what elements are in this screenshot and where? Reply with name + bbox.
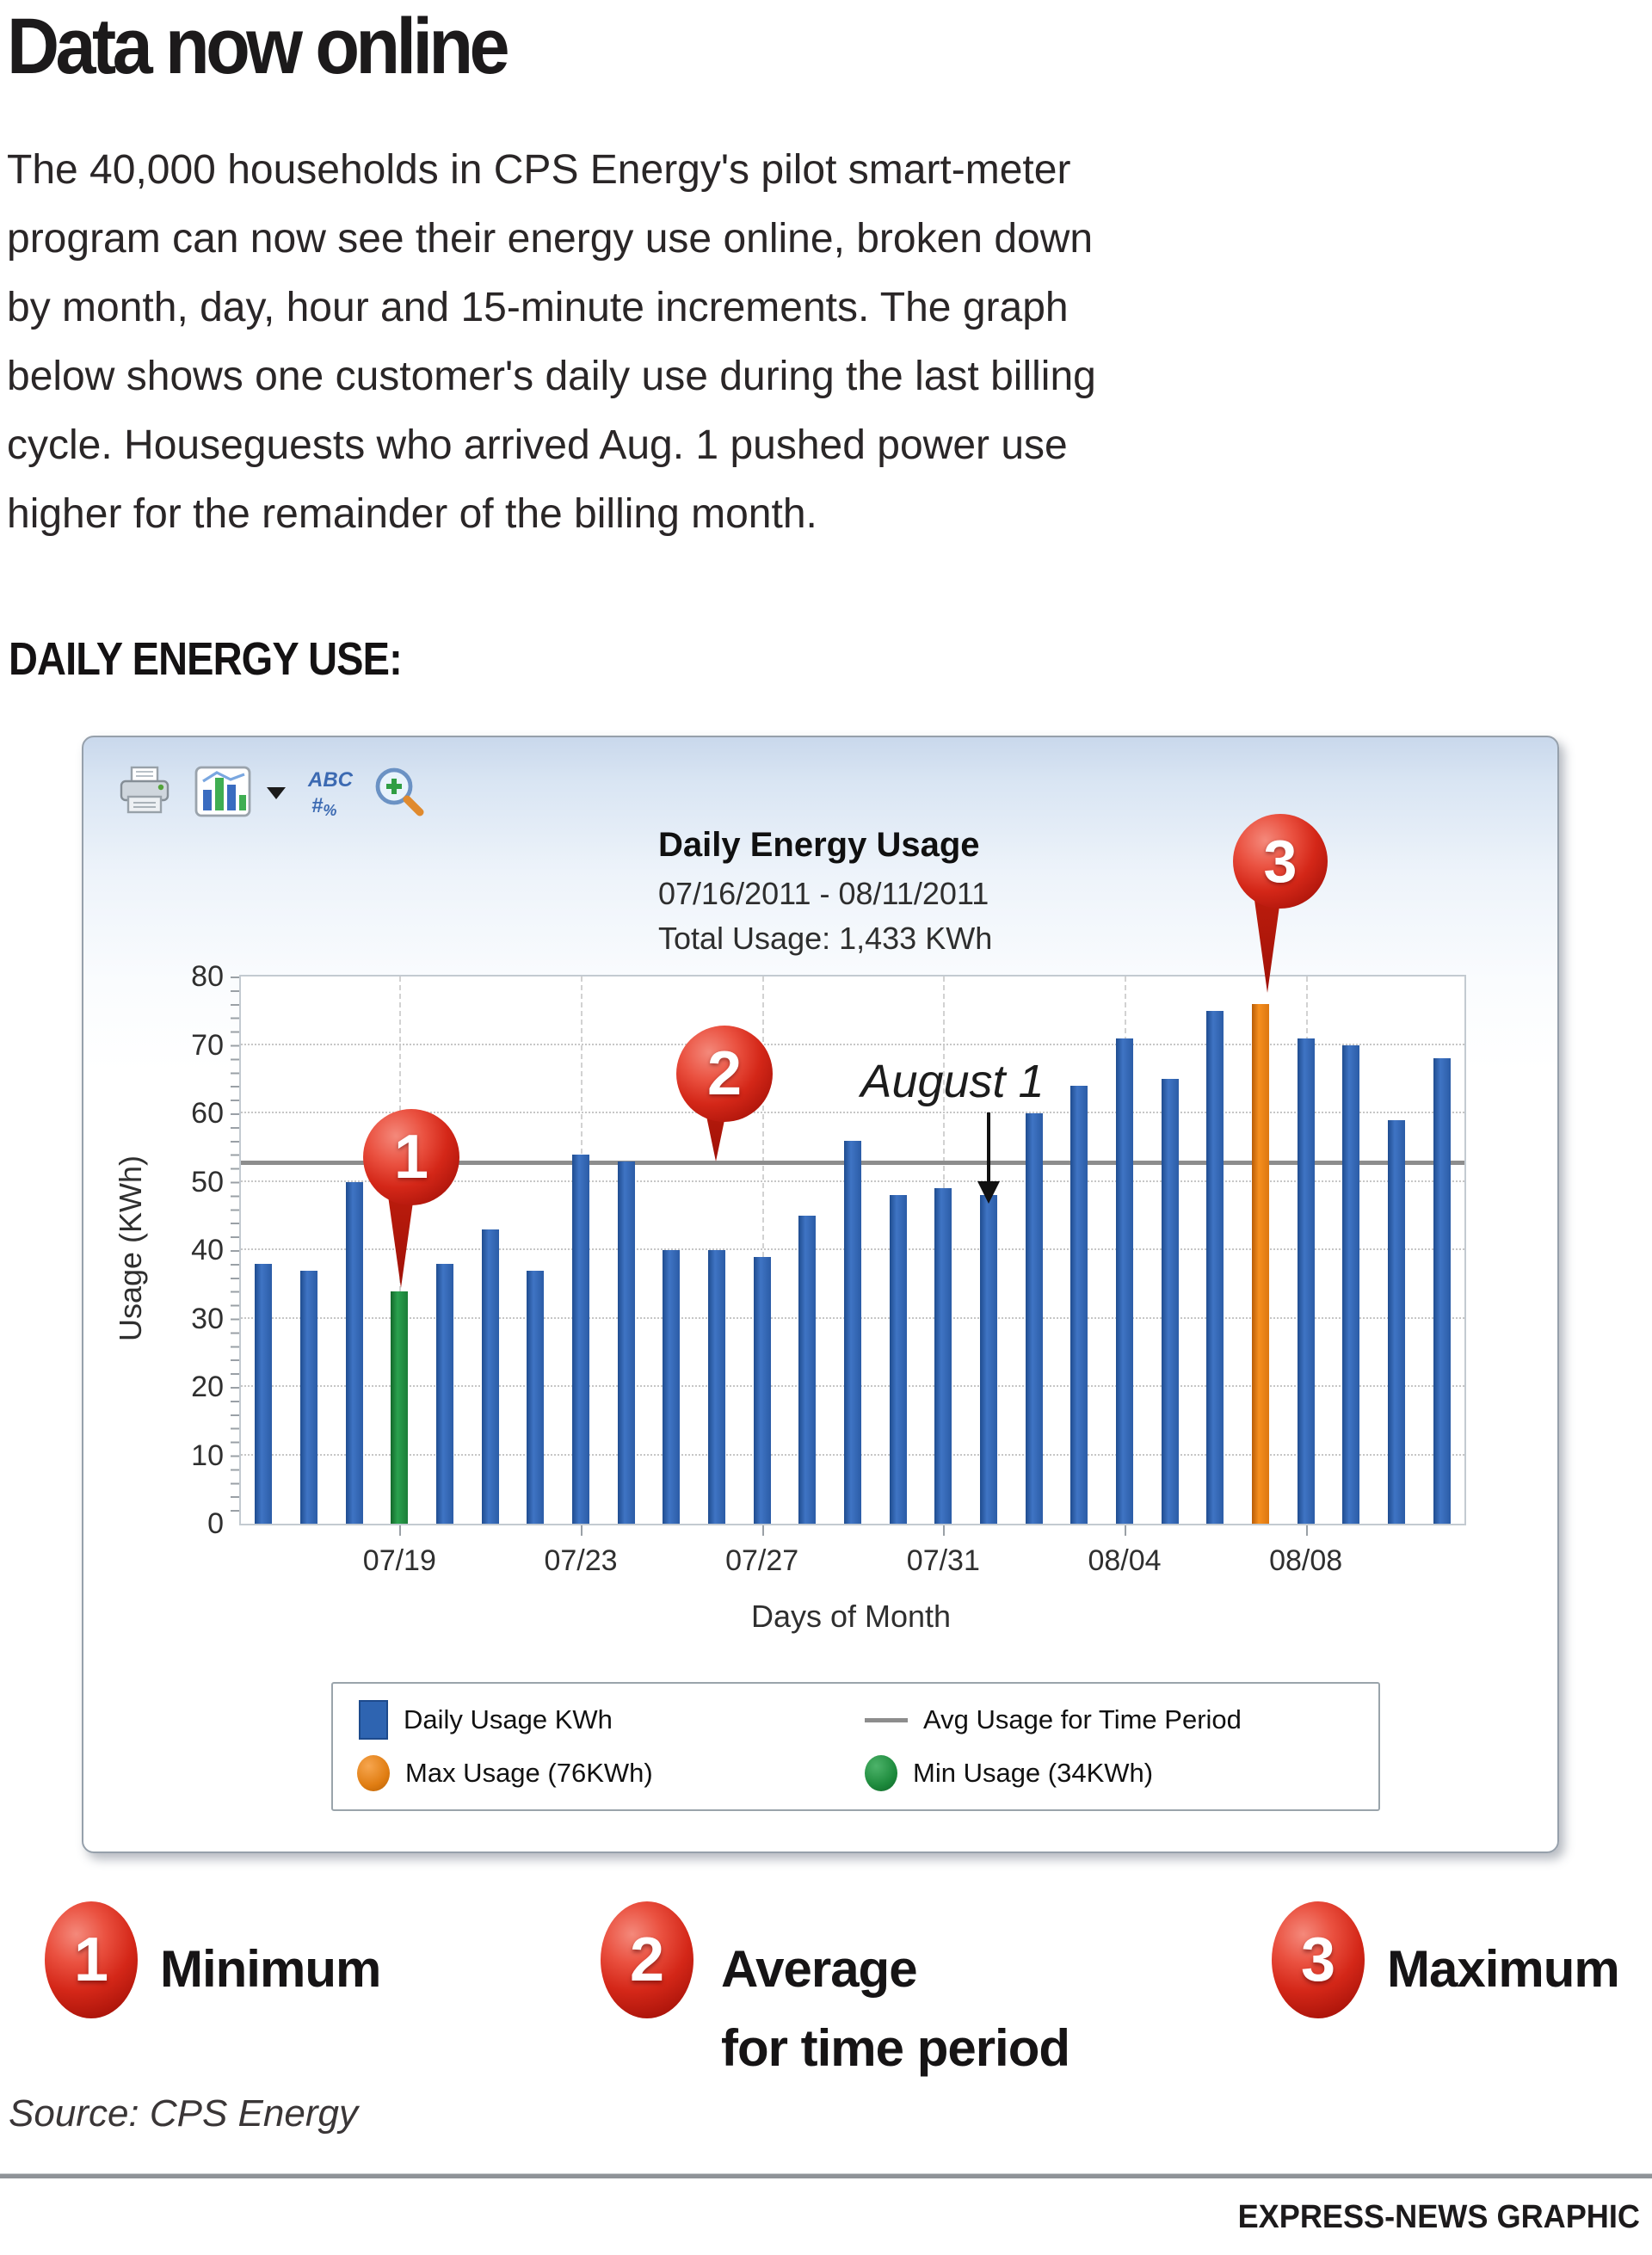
y-tick-label: 50 <box>191 1165 224 1198</box>
daily-usage-bar[interactable] <box>617 1161 635 1524</box>
chart-title: Daily Energy Usage <box>658 826 980 864</box>
legend-item-avg-usage: Avg Usage for Time Period <box>865 1699 1242 1741</box>
chart-total-usage: Total Usage: 1,433 KWh <box>658 921 993 956</box>
key-badge-2: 2 <box>601 1901 693 2018</box>
svg-text:ABC: ABC <box>307 768 354 792</box>
y-tick-label: 0 <box>207 1507 224 1540</box>
plot-area: 0 10 20 30 40 50 60 70 80 07/19 07/23 07/27 07/31 08/… <box>191 960 1466 1577</box>
annotation-arrowhead <box>977 1181 1000 1204</box>
data-labels-icon[interactable]: ABC #% <box>303 764 363 819</box>
x-tick-label: 08/04 <box>1088 1544 1162 1577</box>
daily-usage-bar[interactable] <box>934 1188 952 1524</box>
daily-usage-bar[interactable] <box>527 1270 545 1524</box>
daily-usage-bar[interactable] <box>1297 1038 1315 1524</box>
x-tick <box>581 1525 583 1536</box>
daily-usage-bar[interactable] <box>436 1263 453 1524</box>
x-tick-label: 07/19 <box>362 1544 436 1577</box>
gray-line-swatch <box>865 1717 908 1722</box>
key-label-minimum: Minimum <box>160 1940 381 1998</box>
x-tick-label: 07/23 <box>544 1544 618 1577</box>
daily-usage-bar[interactable] <box>1388 1119 1405 1524</box>
section-heading: DAILY ENERGY USE: <box>9 633 403 685</box>
page-title: Data now online <box>7 3 510 90</box>
pin-min: 1 <box>363 1109 459 1205</box>
y-tick-label: 70 <box>191 1028 224 1062</box>
daily-usage-bar[interactable] <box>844 1140 861 1524</box>
daily-usage-bar[interactable] <box>980 1195 997 1524</box>
daily-usage-bar[interactable] <box>1070 1086 1088 1524</box>
daily-usage-bar[interactable] <box>663 1250 681 1524</box>
pin-max: 3 <box>1233 814 1328 909</box>
x-tick-label: 07/27 <box>725 1544 799 1577</box>
y-gridline <box>241 1112 1464 1113</box>
daily-usage-bar[interactable] <box>300 1270 317 1524</box>
orange-circle-swatch <box>357 1755 390 1791</box>
y-gridline <box>241 1043 1464 1045</box>
key-badge-3: 3 <box>1272 1901 1365 2018</box>
daily-usage-bar[interactable] <box>1433 1058 1451 1524</box>
y-tick-label: 40 <box>191 1234 224 1266</box>
key-badge-1: 1 <box>45 1901 138 2018</box>
daily-usage-bar[interactable] <box>889 1195 907 1524</box>
x-tick <box>1305 1525 1308 1536</box>
y-tick-label: 80 <box>191 960 224 993</box>
y-tick-label: 60 <box>191 1097 224 1130</box>
x-gridline <box>761 977 764 1524</box>
intro-paragraph: The 40,000 households in CPS Energy's pi… <box>7 147 1096 537</box>
legend-item-daily-usage: Daily Usage KWh <box>359 1699 613 1741</box>
blue-square-swatch <box>359 1700 388 1740</box>
print-icon[interactable] <box>114 764 175 819</box>
daily-usage-bar[interactable] <box>753 1256 771 1524</box>
chart-date-range: 07/16/2011 - 08/11/2011 <box>658 876 989 911</box>
legend-label: Min Usage (34KWh) <box>913 1758 1154 1788</box>
annotation-august-1: August 1 <box>860 1056 1045 1107</box>
min-usage-bar[interactable] <box>391 1291 409 1524</box>
x-tick <box>943 1525 946 1536</box>
x-tick <box>1125 1525 1126 1536</box>
y-tick-label: 10 <box>191 1439 224 1472</box>
green-circle-swatch <box>865 1755 897 1791</box>
key-label-average: Average for time period <box>721 1940 1070 2077</box>
daily-usage-bar[interactable] <box>798 1216 817 1524</box>
graphic-credit: EXPRESS-NEWS GRAPHIC <box>1237 2199 1640 2235</box>
zoom-in-icon[interactable] <box>372 764 428 819</box>
daily-usage-bar[interactable] <box>345 1181 363 1524</box>
daily-usage-bar[interactable] <box>1025 1113 1043 1524</box>
daily-usage-bar[interactable] <box>708 1250 725 1524</box>
legend-item-max-usage: Max Usage (76KWh) <box>357 1753 653 1794</box>
max-usage-bar[interactable] <box>1252 1003 1269 1524</box>
x-tick <box>761 1525 764 1536</box>
svg-text:#%: #% <box>311 794 336 819</box>
daily-usage-bar[interactable] <box>1116 1038 1133 1524</box>
chart-legend: Daily Usage KWh Avg Usage for Time Perio… <box>331 1682 1380 1811</box>
x-tick <box>399 1525 402 1536</box>
legend-item-min-usage: Min Usage (34KWh) <box>865 1753 1153 1794</box>
chart-type-icon[interactable] <box>193 764 253 819</box>
annotation-arrow <box>987 1112 990 1183</box>
y-axis-title: Usage (KWh) <box>113 1155 148 1342</box>
pin-average: 2 <box>676 1026 773 1122</box>
key-label-maximum: Maximum <box>1387 1940 1620 1998</box>
legend-label: Max Usage (76KWh) <box>405 1758 653 1788</box>
x-tick-label: 08/08 <box>1269 1544 1343 1577</box>
daily-usage-bar[interactable] <box>481 1229 499 1524</box>
daily-usage-bar[interactable] <box>1161 1079 1179 1524</box>
y-axis-minor-ticks <box>231 977 239 1524</box>
footer-divider <box>0 2173 1652 2178</box>
daily-usage-bar[interactable] <box>1342 1044 1360 1524</box>
x-tick-label: 07/31 <box>906 1544 980 1577</box>
legend-label: Daily Usage KWh <box>404 1704 613 1734</box>
x-axis-title: Days of Month <box>750 1599 952 1634</box>
daily-usage-bar[interactable] <box>1206 1010 1224 1524</box>
source-credit: Source: CPS Energy <box>9 2092 358 2135</box>
chevron-down-icon[interactable] <box>267 787 286 799</box>
y-tick-label: 30 <box>191 1302 224 1335</box>
daily-usage-bar[interactable] <box>572 1154 589 1524</box>
y-tick-label: 20 <box>191 1371 224 1403</box>
legend-label: Avg Usage for Time Period <box>923 1704 1242 1734</box>
daily-usage-bar[interactable] <box>255 1263 273 1524</box>
